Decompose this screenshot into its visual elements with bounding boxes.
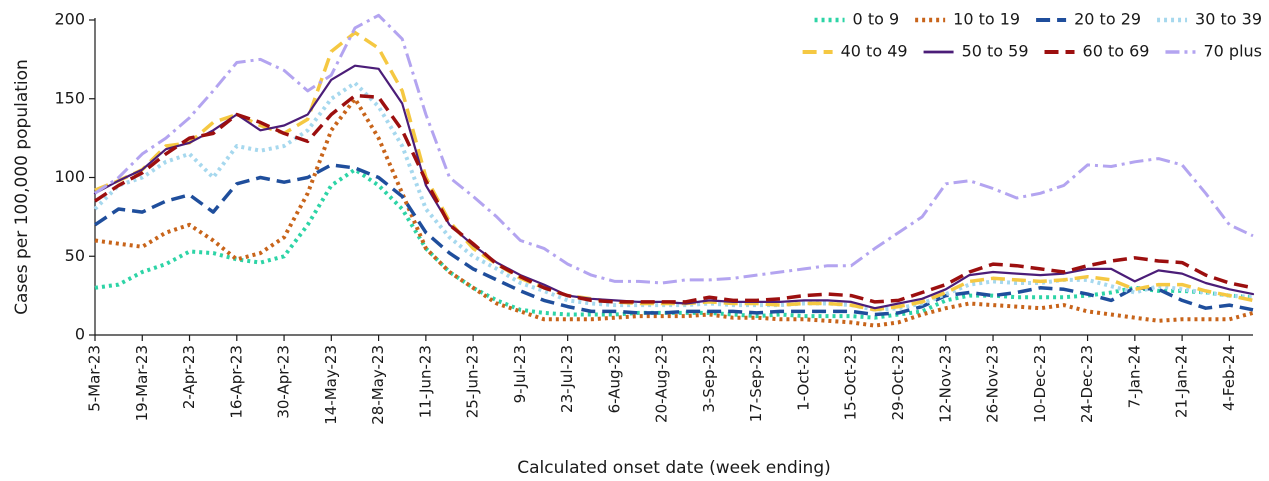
legend-label: 40 to 49 xyxy=(841,42,908,61)
series-line xyxy=(94,167,1254,320)
x-tick-label: 25-Jun-23 xyxy=(464,345,482,418)
x-tick-label: 16-Apr-23 xyxy=(227,345,245,419)
x-tick-label: 21-Jan-24 xyxy=(1173,345,1191,418)
x-tick-label: 3-Sep-23 xyxy=(700,345,718,413)
y-tick-label: 200 xyxy=(54,10,85,29)
x-tick-label: 17-Sep-23 xyxy=(747,345,765,422)
series-line xyxy=(94,93,1254,304)
y-tick-label: 50 xyxy=(65,246,85,265)
y-tick-label: 150 xyxy=(54,88,85,107)
x-tick-label: 15-Oct-23 xyxy=(842,345,860,420)
x-tick-label: 7-Jan-24 xyxy=(1125,345,1143,408)
x-tick-label: 29-Oct-23 xyxy=(889,345,907,420)
y-tick-label: 100 xyxy=(54,167,85,186)
legend-label: 60 to 69 xyxy=(1083,42,1150,61)
x-tick-label: 9-Jul-23 xyxy=(511,345,529,403)
x-tick-label: 30-Apr-23 xyxy=(275,345,293,419)
x-tick-label: 14-May-23 xyxy=(322,345,340,425)
x-tick-label: 4-Feb-24 xyxy=(1220,345,1238,411)
series-line xyxy=(93,64,1255,310)
x-tick-label: 12-Nov-23 xyxy=(936,345,954,423)
legend-label: 20 to 29 xyxy=(1074,10,1141,29)
legend-label: 30 to 39 xyxy=(1195,10,1262,29)
legend-label: 70 plus xyxy=(1203,42,1262,61)
x-tick-label: 1-Oct-23 xyxy=(794,345,812,411)
y-tick-label: 0 xyxy=(75,325,85,344)
x-tick-label: 10-Dec-23 xyxy=(1031,345,1049,423)
x-tick-label: 20-Aug-23 xyxy=(653,345,671,423)
x-tick-label: 2-Apr-23 xyxy=(180,345,198,409)
legend-label: 0 to 9 xyxy=(853,10,900,29)
y-axis-title: Cases per 100,000 population xyxy=(12,59,32,315)
x-tick-label: 5-Mar-23 xyxy=(86,345,104,412)
x-tick-label: 6-Aug-23 xyxy=(605,345,623,413)
series-line xyxy=(93,81,1254,312)
x-tick-label: 11-Jun-23 xyxy=(416,345,434,418)
series-line xyxy=(94,163,1254,317)
x-tick-label: 19-Mar-23 xyxy=(133,345,151,421)
legend-label: 10 to 19 xyxy=(953,10,1020,29)
series-line xyxy=(94,96,1254,328)
series-line xyxy=(94,13,1254,285)
legend-label: 50 to 59 xyxy=(962,42,1029,61)
x-tick-label: 24-Dec-23 xyxy=(1078,345,1096,423)
x-tick-label: 23-Jul-23 xyxy=(558,345,576,413)
x-tick-label: 28-May-23 xyxy=(369,345,387,425)
x-axis-title: Calculated onset date (week ending) xyxy=(517,458,831,478)
x-tick-label: 26-Nov-23 xyxy=(984,345,1002,423)
